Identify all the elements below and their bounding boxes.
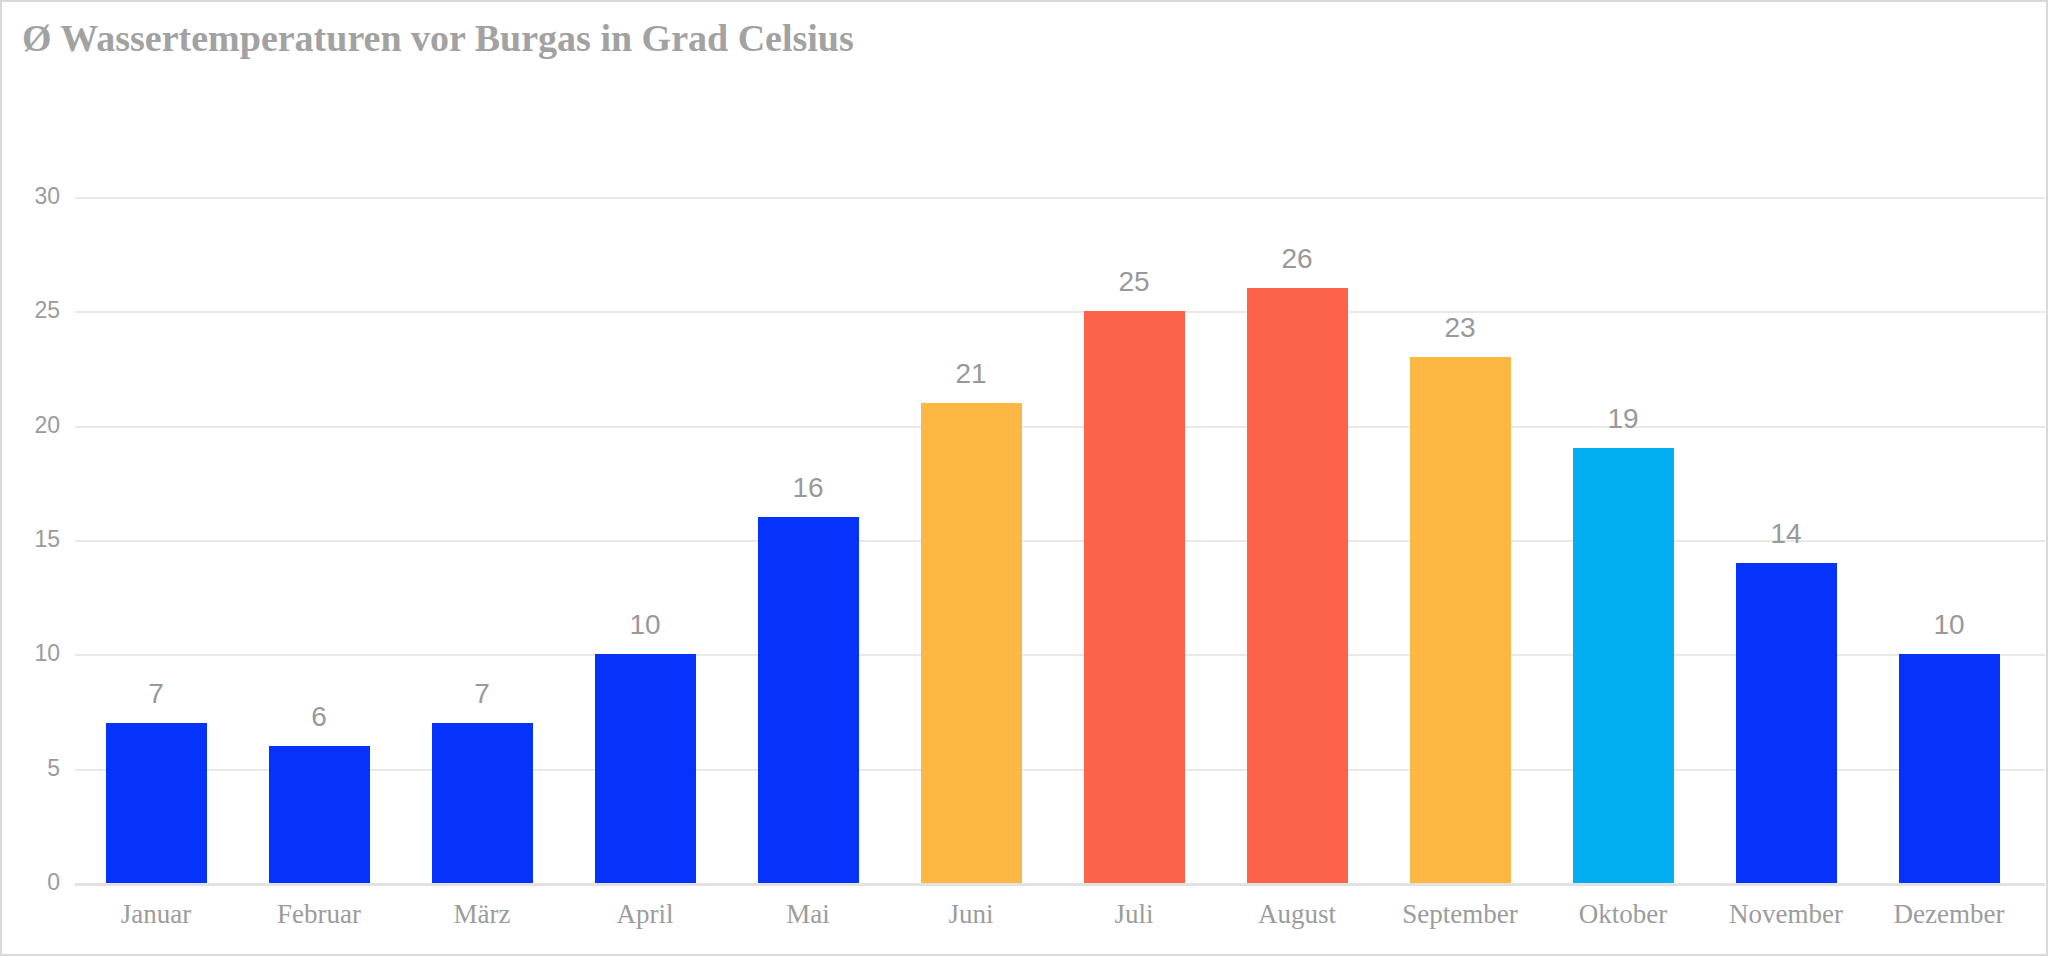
bar-mai[interactable] <box>758 517 859 883</box>
x-axis-label-mai: Mai <box>726 899 890 930</box>
y-axis-tick-label: 25 <box>2 297 60 324</box>
bar-value-label: 19 <box>1553 403 1693 435</box>
y-axis-tick-label: 15 <box>2 526 60 553</box>
bar-value-label: 6 <box>249 701 389 733</box>
x-axis-label-september: September <box>1378 899 1542 930</box>
water-temperature-bar-chart: Ø Wassertemperaturen vor Burgas in Grad … <box>0 0 2048 956</box>
bar-juni[interactable] <box>921 403 1022 883</box>
x-axis-label-august: August <box>1215 899 1379 930</box>
y-axis-tick-label: 20 <box>2 412 60 439</box>
bar-juli[interactable] <box>1084 311 1185 883</box>
x-axis-label-märz: März <box>400 899 564 930</box>
gridline-25 <box>75 311 2045 313</box>
gridline-0 <box>75 883 2045 886</box>
bar-februar[interactable] <box>269 746 370 883</box>
gridline-30 <box>75 197 2045 199</box>
bar-april[interactable] <box>595 654 696 883</box>
bar-value-label: 10 <box>575 609 715 641</box>
y-axis-tick-label: 0 <box>2 869 60 896</box>
bar-value-label: 7 <box>86 678 226 710</box>
bar-value-label: 21 <box>901 358 1041 390</box>
bar-september[interactable] <box>1410 357 1511 883</box>
bar-november[interactable] <box>1736 563 1837 883</box>
bar-dezember[interactable] <box>1899 654 2000 883</box>
bar-märz[interactable] <box>432 723 533 883</box>
bar-value-label: 25 <box>1064 266 1204 298</box>
x-axis-label-januar: Januar <box>74 899 238 930</box>
bar-januar[interactable] <box>106 723 207 883</box>
y-axis-tick-label: 5 <box>2 755 60 782</box>
bar-value-label: 14 <box>1716 518 1856 550</box>
bar-oktober[interactable] <box>1573 448 1674 883</box>
bar-value-label: 7 <box>412 678 552 710</box>
gridline-20 <box>75 426 2045 428</box>
bar-value-label: 26 <box>1227 243 1367 275</box>
bar-value-label: 23 <box>1390 312 1530 344</box>
y-axis-tick-label: 10 <box>2 640 60 667</box>
x-axis-label-april: April <box>563 899 727 930</box>
x-axis-label-dezember: Dezember <box>1867 899 2031 930</box>
bar-august[interactable] <box>1247 288 1348 883</box>
x-axis-label-november: November <box>1704 899 1868 930</box>
bar-value-label: 10 <box>1879 609 2019 641</box>
chart-title: Ø Wassertemperaturen vor Burgas in Grad … <box>22 16 854 60</box>
y-axis-tick-label: 30 <box>2 183 60 210</box>
bar-value-label: 16 <box>738 472 878 504</box>
x-axis-label-juni: Juni <box>889 899 1053 930</box>
x-axis-label-oktober: Oktober <box>1541 899 1705 930</box>
x-axis-label-juli: Juli <box>1052 899 1216 930</box>
x-axis-label-februar: Februar <box>237 899 401 930</box>
